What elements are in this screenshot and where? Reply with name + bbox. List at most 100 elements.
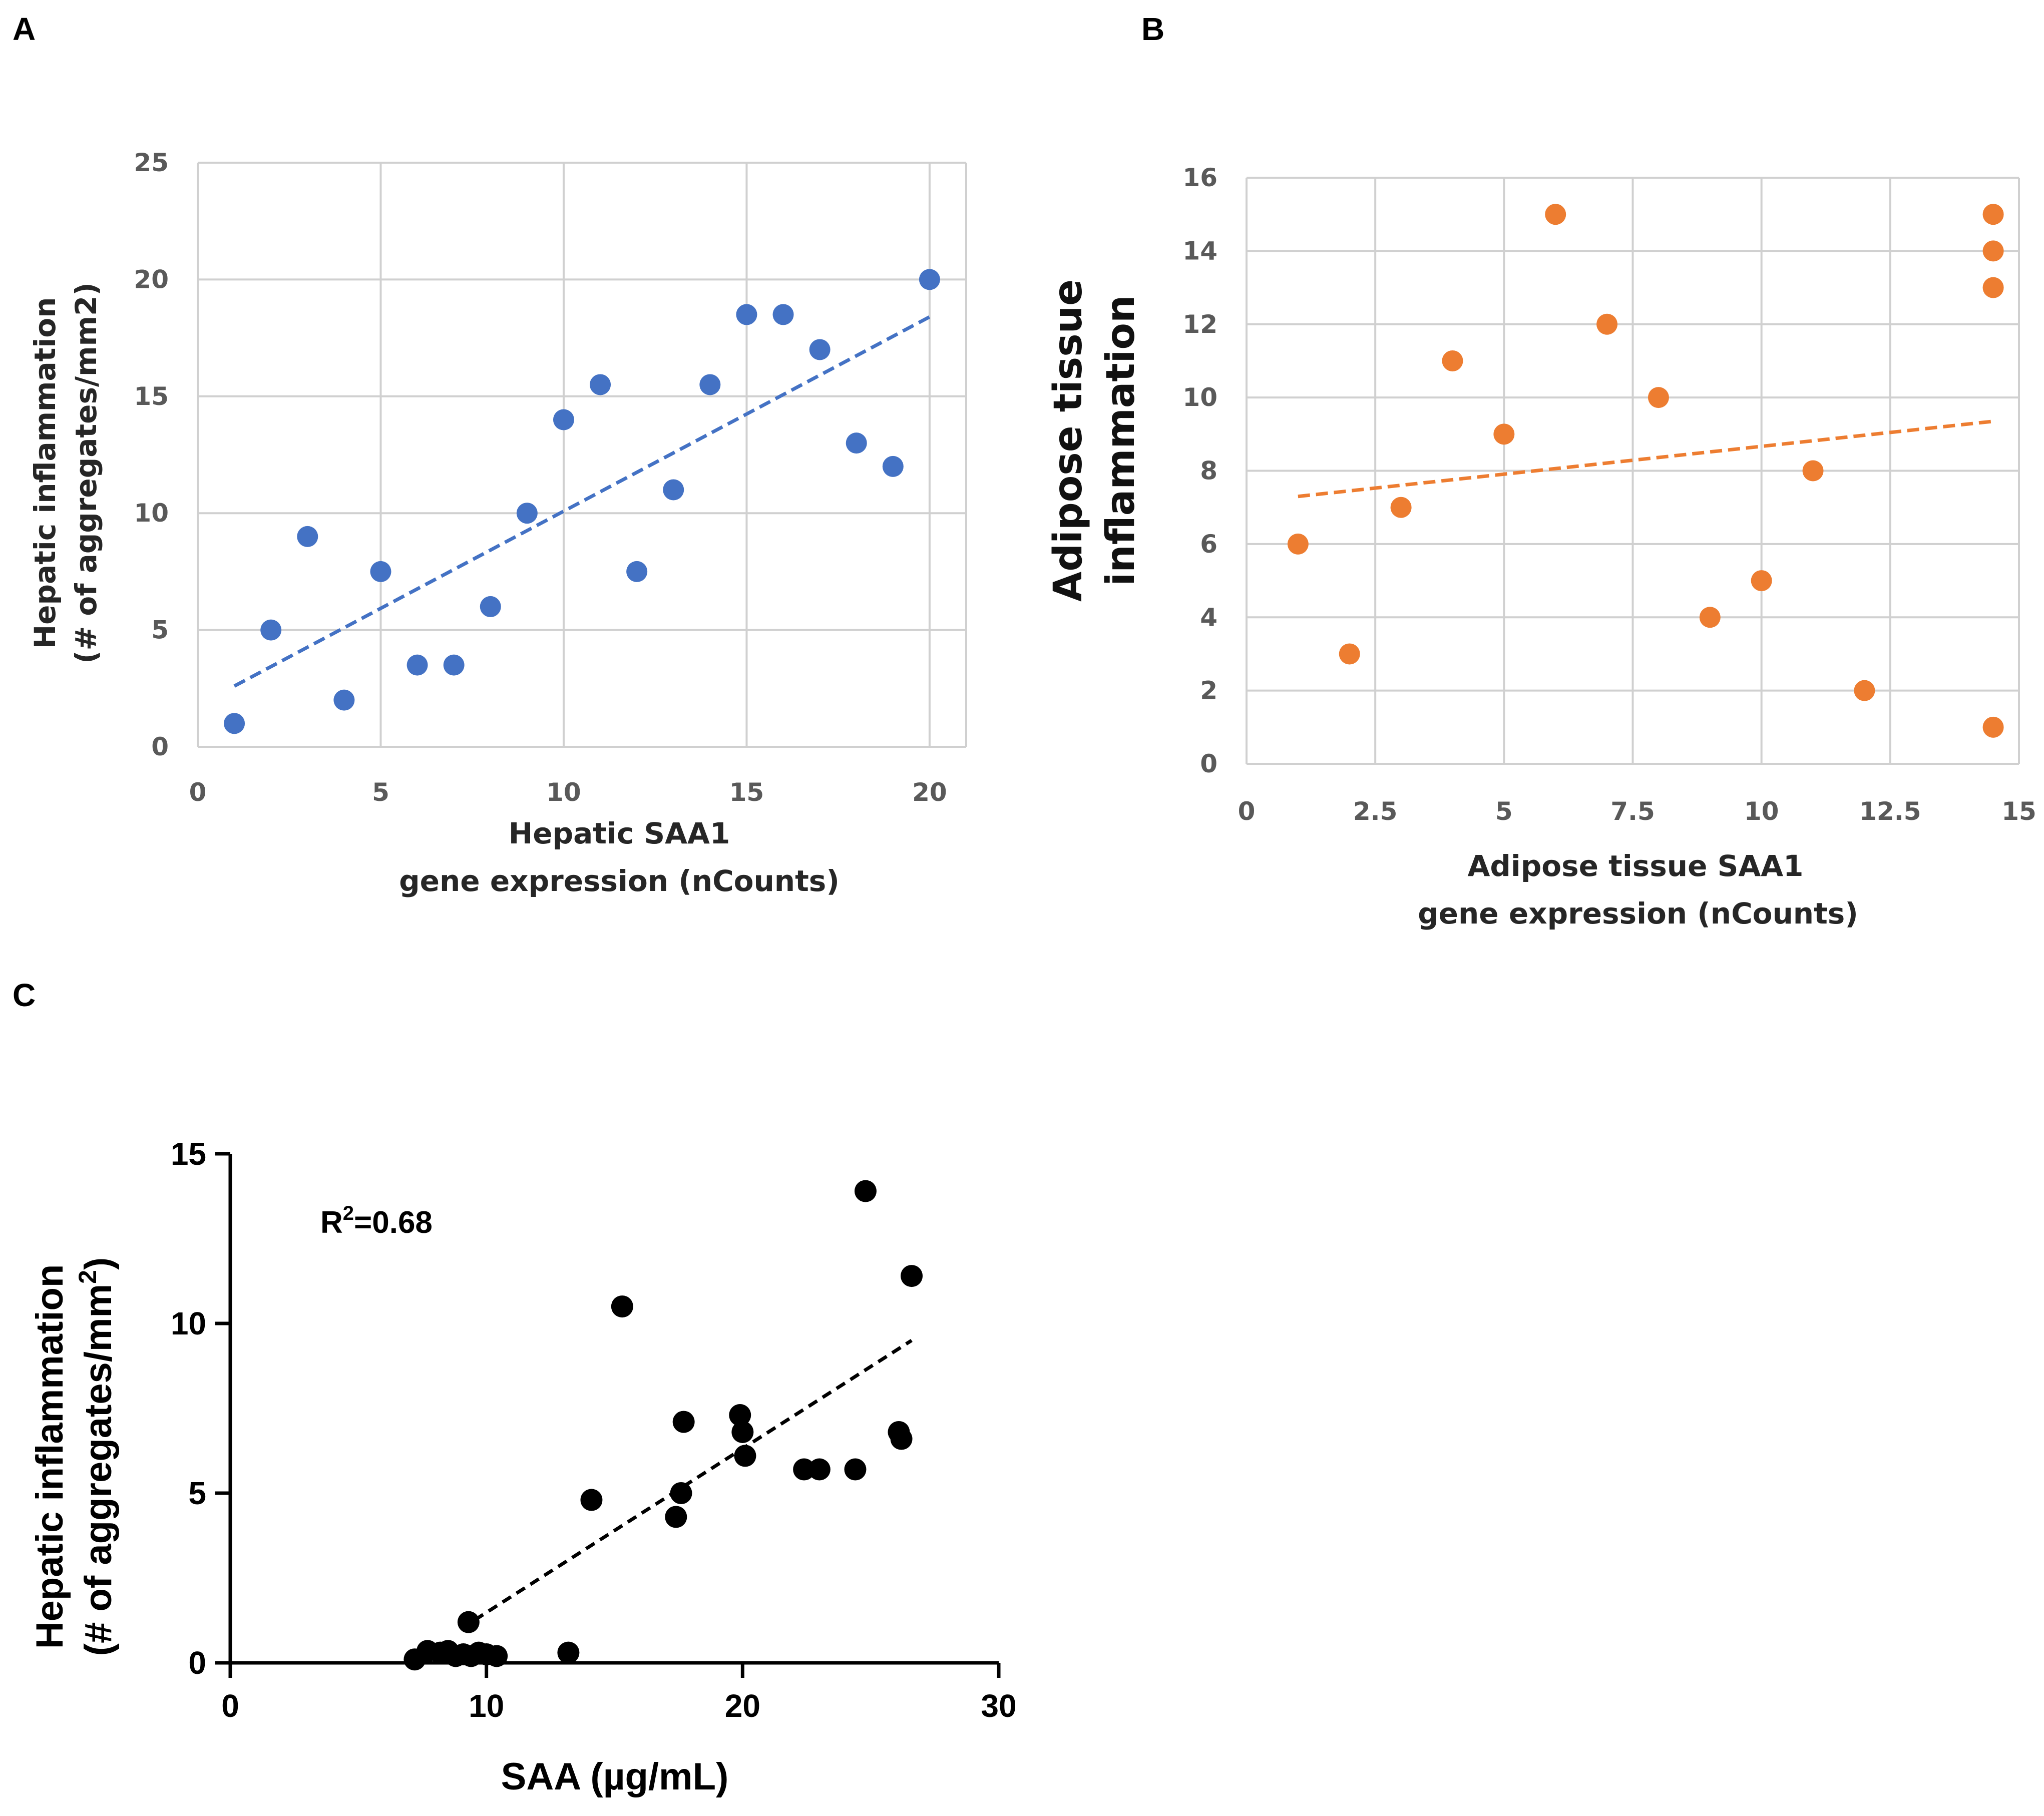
b-x-tick-label-2: 5 [1495, 797, 1513, 826]
c-point-13 [611, 1295, 633, 1318]
a-y-tick-label-0: 0 [151, 732, 169, 761]
c-point-10 [457, 1611, 480, 1633]
panel-letter-b: B [1141, 11, 1164, 47]
c-point-26 [901, 1265, 923, 1287]
b-point-6 [1596, 313, 1618, 335]
b-x-label-line2: gene expression (nCounts) [1418, 896, 1858, 931]
a-x-tick-label-4: 20 [912, 778, 947, 807]
b-x-ticks: 0 2.5 5 7.5 10 12.5 15 [1238, 797, 2036, 826]
a-y-label-line2: (# of aggregates/mm2) [69, 282, 103, 664]
a-points [224, 269, 940, 734]
a-point-14 [736, 304, 757, 325]
a-gridlines [197, 162, 967, 748]
c-point-17 [729, 1404, 751, 1427]
a-point-17 [846, 432, 867, 454]
b-point-13 [1982, 240, 2004, 262]
a-point-13 [699, 374, 721, 395]
a-y-label-line1: Hepatic inflammation [28, 297, 62, 649]
b-gridlines [1246, 177, 2020, 765]
a-point-9 [553, 409, 574, 430]
a-point-2 [297, 526, 318, 547]
c-x-tick-label-1: 10 [469, 1688, 504, 1724]
a-point-3 [333, 689, 355, 711]
a-point-4 [370, 561, 391, 582]
c-y-label-line1: Hepatic inflammation [29, 1264, 71, 1649]
b-x-tick-label-3: 7.5 [1610, 797, 1655, 826]
b-trendline [1298, 419, 1993, 499]
c-y-label-line2-main: (# of aggregates/mm [77, 1284, 120, 1656]
c-y-tick-label-3: 15 [171, 1136, 206, 1172]
c-point-14 [665, 1506, 687, 1528]
a-point-8 [516, 503, 538, 524]
c-axes [215, 1152, 1001, 1678]
c-point-18 [731, 1421, 754, 1443]
b-point-9 [1751, 570, 1772, 592]
c-point-19 [734, 1445, 756, 1467]
c-point-16 [672, 1411, 695, 1433]
b-y-tick-label-5: 10 [1182, 383, 1217, 412]
c-x-tick-label-3: 30 [981, 1688, 1016, 1724]
c-r-squared-value: =0.68 [354, 1205, 433, 1240]
b-point-8 [1699, 607, 1721, 628]
c-y-ticks: 0 5 10 15 [171, 1136, 206, 1681]
c-point-15 [670, 1482, 692, 1504]
c-point-11 [557, 1641, 580, 1664]
c-points [403, 1180, 923, 1671]
b-x-tick-label-4: 10 [1744, 797, 1779, 826]
c-x-tick-label-2: 20 [725, 1688, 760, 1724]
c-x-label: SAA (µg/mL) [501, 1755, 729, 1798]
b-point-10 [1802, 460, 1824, 482]
a-point-12 [663, 479, 684, 501]
a-x-tick-label-3: 15 [729, 778, 764, 807]
c-x-tick-label-0: 0 [221, 1688, 239, 1724]
a-point-7 [480, 596, 501, 617]
a-point-10 [590, 374, 611, 395]
a-y-tick-label-5: 25 [134, 148, 169, 177]
a-x-label-line2: gene expression (nCounts) [399, 864, 840, 898]
b-point-14 [1982, 277, 2004, 298]
c-r-squared-sup: 2 [343, 1202, 354, 1224]
b-y-tick-label-8: 16 [1182, 163, 1217, 192]
b-point-5 [1545, 204, 1566, 225]
c-point-9 [486, 1645, 508, 1667]
b-point-15 [1982, 716, 2004, 738]
a-y-tick-label-4: 20 [134, 265, 169, 294]
a-point-1 [260, 619, 282, 641]
a-x-tick-label-1: 5 [372, 778, 389, 807]
chart-b: 0 2 4 6 8 10 12 14 16 0 2.5 5 7.5 10 12.5 15 Adipose t… [1046, 163, 2036, 931]
b-point-11 [1854, 680, 1875, 701]
a-point-11 [626, 561, 648, 582]
c-y-label-line2: (# of aggregates/mm2) [74, 1257, 120, 1656]
a-point-0 [224, 713, 245, 734]
a-point-6 [443, 654, 465, 676]
a-point-18 [882, 456, 904, 477]
b-point-3 [1442, 350, 1463, 371]
a-y-tick-label-1: 5 [151, 616, 169, 645]
c-y-tick-label-1: 5 [188, 1475, 206, 1511]
c-y-label-sup: 2 [74, 1270, 102, 1284]
b-y-tick-label-0: 0 [1200, 749, 1217, 778]
b-x-tick-label-1: 2.5 [1353, 797, 1398, 826]
c-point-25 [890, 1428, 913, 1450]
b-x-tick-label-6: 15 [2001, 797, 2036, 826]
b-y-tick-label-1: 2 [1200, 676, 1217, 705]
a-point-15 [772, 304, 794, 325]
b-y-tick-label-4: 8 [1200, 457, 1217, 486]
a-y-ticks: 0 5 10 15 20 25 [134, 148, 169, 761]
c-r-squared: R2=0.68 [320, 1202, 433, 1240]
a-point-5 [406, 654, 428, 676]
b-x-tick-label-5: 12.5 [1859, 797, 1921, 826]
c-point-23 [854, 1180, 877, 1202]
c-point-20 [793, 1458, 815, 1481]
c-point-21 [808, 1458, 831, 1481]
b-point-2 [1390, 497, 1412, 518]
c-y-label-close: ) [77, 1257, 120, 1270]
b-y-tick-label-2: 4 [1200, 603, 1217, 632]
a-point-16 [809, 339, 831, 360]
chart-a: 0 5 10 15 20 25 0 5 10 15 20 Hepatic SAA1 gene ex… [28, 148, 967, 898]
c-point-22 [844, 1458, 867, 1481]
a-trendline [233, 315, 931, 688]
a-x-tick-label-0: 0 [189, 778, 207, 807]
a-y-tick-label-2: 10 [134, 499, 169, 528]
